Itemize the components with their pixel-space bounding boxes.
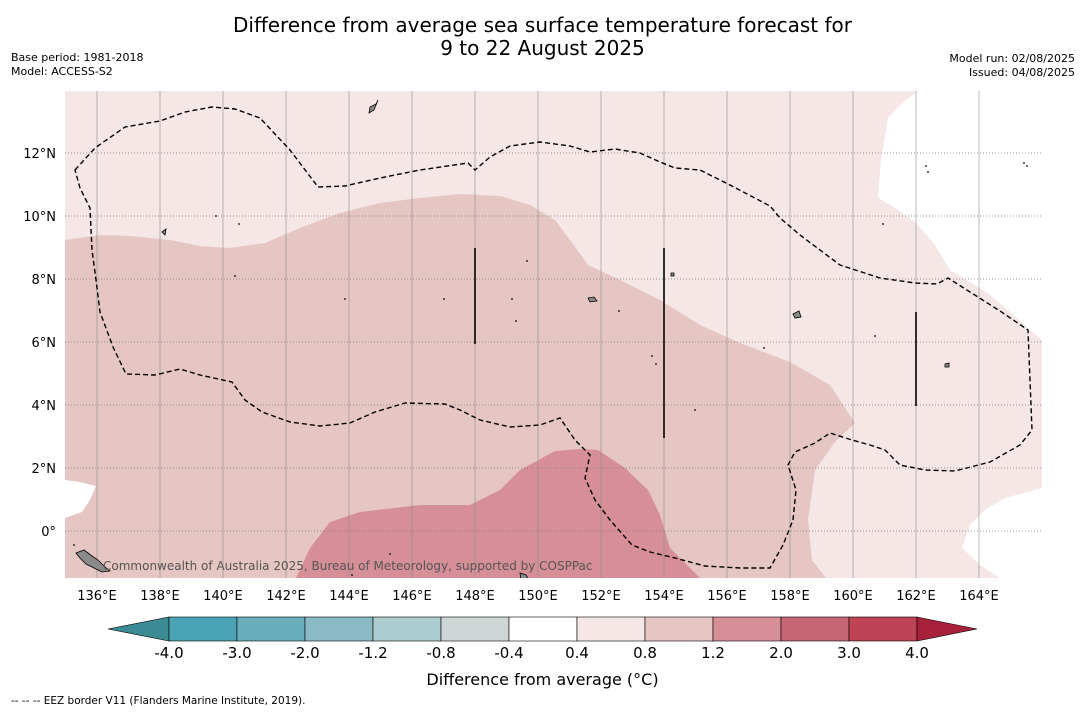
map-area: Commonwealth of Australia 2025, Bureau o… (65, 91, 1042, 578)
lon-label: 164°E (959, 589, 999, 604)
island-tarawa (944, 362, 950, 368)
colorbar-tick-label: 1.2 (701, 644, 725, 662)
lon-label: 152°E (581, 589, 621, 604)
island-guam (368, 99, 379, 114)
copyright-text: Commonwealth of Australia 2025, Bureau o… (103, 559, 593, 573)
island-yap (161, 228, 167, 236)
lon-label: 142°E (266, 589, 306, 604)
lat-label: 0° (41, 525, 56, 540)
land-masses (75, 99, 950, 578)
colorbar: -4.0 -3.0 -2.0 -1.2 -0.8 -0.4 0.4 0.8 1.… (107, 616, 978, 662)
meta-left: Base period: 1981-2018 Model: ACCESS-S2 (11, 51, 143, 79)
lon-label: 150°E (518, 589, 558, 604)
eez-gap-lines (474, 248, 917, 438)
issued-text: Issued: 04/08/2025 (968, 66, 1075, 79)
anomaly-region-0-8-to-1-2 (65, 194, 855, 578)
chart-title: Difference from average sea surface temp… (0, 14, 1085, 60)
lat-label: 6°N (32, 336, 57, 351)
colorbar-tick-label: 0.4 (565, 644, 589, 662)
colorbar-tick-label: -0.8 (426, 644, 455, 662)
island-pohnpei (670, 272, 675, 277)
colorbar-segment (372, 616, 442, 642)
colorbar-segment (508, 616, 578, 642)
lat-label: 2°N (32, 462, 57, 477)
colorbar-tick-label: -2.0 (290, 644, 319, 662)
colorbar-extend-high (916, 616, 978, 642)
colorbar-tick-label: -0.4 (494, 644, 523, 662)
colorbar-tick-label: 3.0 (837, 644, 861, 662)
model-text: Model: ACCESS-S2 (11, 65, 113, 78)
model-run-text: Model run: 02/08/2025 (949, 52, 1075, 65)
longitude-labels: 136°E 138°E 140°E 142°E 144°E 146°E 148°… (77, 589, 999, 604)
lon-label: 158°E (770, 589, 810, 604)
island-new-guinea-north (75, 549, 111, 573)
small-islets (73, 162, 1028, 576)
title-line-1: Difference from average sea surface temp… (232, 13, 852, 37)
colorbar-segment (712, 616, 782, 642)
lon-label: 160°E (833, 589, 873, 604)
lon-label: 156°E (707, 589, 747, 604)
colorbar-segment (644, 616, 714, 642)
island-chuuk (587, 296, 598, 303)
island-kosrae (792, 310, 802, 319)
colorbar-extend-low (107, 616, 170, 642)
colorbar-segment (304, 616, 374, 642)
near-average-region-lower-left (65, 480, 96, 518)
eez-footnote: -- -- -- EEZ border V11 (Flanders Marine… (11, 695, 306, 707)
colorbar-tick-label: -1.2 (358, 644, 387, 662)
colorbar-tick-label: -3.0 (222, 644, 251, 662)
lon-label: 146°E (392, 589, 432, 604)
lon-label: 136°E (77, 589, 117, 604)
eez-borders (74, 106, 1033, 569)
lat-label: 8°N (32, 273, 57, 288)
anomaly-region-1-2-to-2-0 (296, 449, 700, 578)
colorbar-segment (168, 616, 238, 642)
colorbar-segment (440, 616, 510, 642)
island-new-ireland (519, 572, 529, 578)
title-line-2: 9 to 22 August 2025 (440, 36, 645, 60)
lat-label: 12°N (23, 147, 56, 162)
meta-right: Model run: 02/08/2025 Issued: 04/08/2025 (949, 52, 1075, 80)
near-average-region-lower-right (962, 488, 1042, 578)
colorbar-title: Difference from average (°C) (426, 670, 659, 689)
lat-label: 10°N (23, 210, 56, 225)
lon-label: 144°E (329, 589, 369, 604)
lon-label: 138°E (140, 589, 180, 604)
colorbar-segment (576, 616, 646, 642)
lon-label: 162°E (896, 589, 936, 604)
colorbar-segment (780, 616, 850, 642)
colorbar-segment (848, 616, 918, 642)
colorbar-tick-label: -4.0 (154, 644, 183, 662)
colorbar-tick-labels: -4.0 -3.0 -2.0 -1.2 -0.8 -0.4 0.4 0.8 1.… (154, 644, 929, 662)
colorbar-segment (236, 616, 306, 642)
lon-label: 148°E (455, 589, 495, 604)
colorbar-tick-label: 2.0 (769, 644, 793, 662)
base-period-text: Base period: 1981-2018 (11, 51, 144, 64)
colorbar-tick-label: 4.0 (905, 644, 929, 662)
lat-label: 4°N (32, 399, 57, 414)
colorbar-tick-label: 0.8 (633, 644, 657, 662)
latitude-labels: 12°N 10°N 8°N 6°N 4°N 2°N 0° (23, 147, 56, 540)
lon-label: 140°E (203, 589, 243, 604)
latitude-lines (65, 152, 1042, 532)
lon-label: 154°E (644, 589, 684, 604)
